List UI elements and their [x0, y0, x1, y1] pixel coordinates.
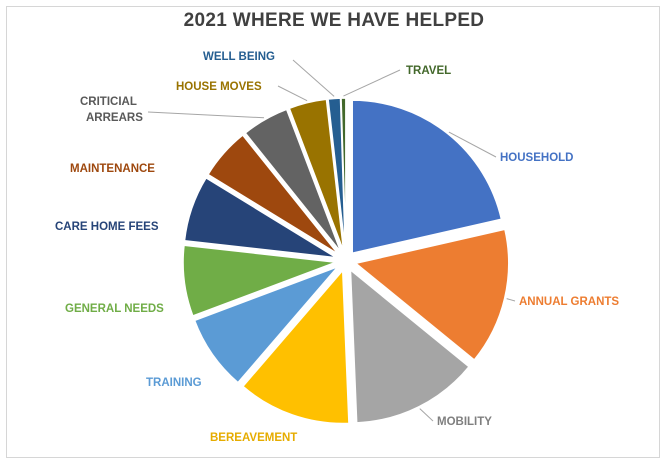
label-household: HOUSEHOLD	[500, 152, 573, 164]
label-criticial-arrears: CRITICIAL ARREARS	[80, 96, 143, 124]
leader-lines	[147, 59, 516, 422]
slice-maintenance	[207, 134, 340, 256]
slice-care-home-fees	[183, 176, 337, 259]
label-bereavement: BEREAVEMENT	[210, 432, 297, 444]
slice-mobility	[349, 268, 471, 424]
label-travel: TRAVEL	[406, 65, 451, 77]
leader-line-criticial-arrears	[147, 111, 265, 119]
leader-line-house-moves	[277, 85, 308, 102]
slice-house-moves	[288, 98, 345, 252]
label-annual-grants: ANNUAL GRANTS	[519, 296, 619, 308]
label-well-being: WELL BEING	[203, 51, 275, 63]
label-maintenance: MAINTENANCE	[70, 163, 155, 175]
slice-training	[193, 266, 339, 384]
slice-travel	[340, 97, 347, 252]
chart-title: 2021 WHERE WE HAVE HELPED	[183, 10, 485, 31]
slice-labels: HOUSEHOLD ANNUAL GRANTS MOBILITY BEREAVEMEN…	[55, 51, 619, 444]
label-general-needs: GENERAL NEEDS	[65, 303, 164, 315]
slice-annual-grants	[354, 228, 510, 362]
label-care-home-fees: CARE HOME FEES	[55, 221, 159, 233]
leader-line-well-being	[292, 59, 335, 97]
slice-household	[351, 99, 503, 255]
label-house-moves: HOUSE MOVES	[176, 81, 262, 93]
slice-bereavement	[241, 268, 350, 425]
pie-slices	[182, 97, 510, 425]
leader-line-mobility	[419, 408, 434, 422]
leader-line-annual-grants	[506, 298, 516, 302]
label-mobility: MOBILITY	[437, 416, 492, 428]
leader-line-household	[448, 131, 497, 158]
label-training: TRAINING	[146, 377, 202, 389]
slice-general-needs	[182, 244, 337, 317]
leader-line-travel	[343, 69, 401, 97]
slice-criticial-arrears	[244, 108, 342, 253]
